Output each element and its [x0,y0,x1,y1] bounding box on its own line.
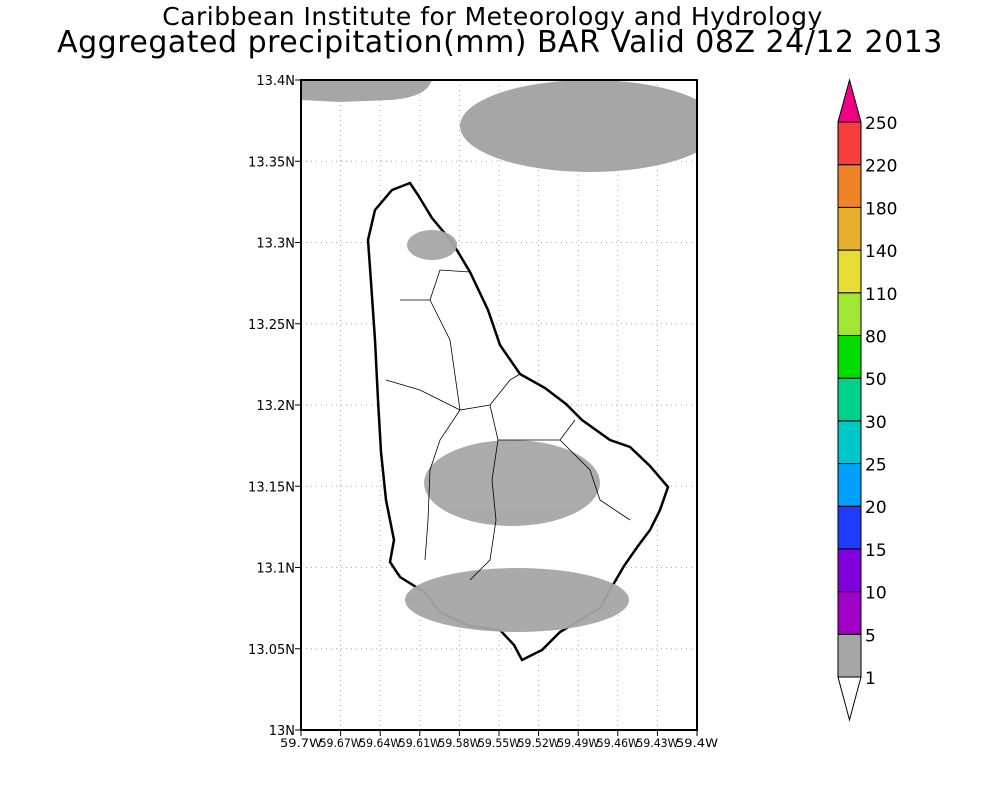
x-tick-label: 59.64W [359,736,401,750]
colorbar-segment [837,164,862,208]
colorbar-label: 15 [865,541,887,561]
precip-area-ne [460,80,697,172]
x-tick-label: 59.46W [597,736,639,750]
colorbar-segment [837,548,862,593]
y-tick-label: 13N [269,724,295,739]
x-tick-label: 59.4W [676,736,718,750]
colorbar-label: 250 [865,114,897,134]
colorbar-segment [837,121,862,166]
colorbar-label: 1 [865,669,876,689]
colorbar-segment [837,591,862,635]
chart-title: Caribbean Institute for Meteorology and … [162,2,823,31]
parish-boundaries [385,269,631,581]
precip-area-nw [301,80,432,102]
colorbar-label: 220 [865,157,897,177]
x-tick-label: 59.7W [280,736,322,750]
colorbar-label: 140 [865,242,897,262]
colorbar-label: 10 [865,584,887,604]
colorbar-segment [837,633,862,678]
y-tick-label: 13.2N [256,399,295,414]
y-tick-label: 13.4N [256,74,295,89]
island-outline [366,181,670,662]
x-tick-label: 59.49W [557,736,599,750]
x-tick-label: 59.55W [478,736,520,750]
precip-areas-island [405,230,629,632]
colorbar-segment [837,505,862,550]
y-tick-label: 13.35N [248,155,295,170]
precip-area-south [405,568,629,632]
y-axis: 13N 13.05N 13.1N 13.15N 13.2N 13.25N 13.3N 13.3… [248,74,301,739]
x-tick-label: 59.67W [320,736,362,750]
colorbar-segment [837,377,862,422]
precip-areas [301,80,697,172]
colorbar-label: 5 [865,626,876,646]
colorbar-label: 30 [865,413,887,433]
colorbar-segment [837,420,862,465]
colorbar-label: 20 [865,498,887,518]
x-tick-label: 59.61W [399,736,441,750]
y-tick-label: 13.15N [248,480,295,495]
x-axis: 59.7W59.67W59.64W59.61W59.58W59.55W59.52… [280,730,718,750]
precip-area-north [407,230,457,260]
y-tick-label: 13.3N [256,237,295,252]
colorbar-arrow-low [837,676,862,722]
colorbar-segment [837,334,862,379]
x-tick-label: 59.58W [438,736,480,750]
colorbar-segment [837,463,862,507]
y-tick-label: 13.25N [248,318,295,333]
colorbar-arrow-high [837,78,862,123]
x-tick-label: 59.52W [518,736,560,750]
colorbar-segment [837,206,862,251]
precip-area-central [424,440,600,526]
y-tick-label: 13.1N [256,562,295,577]
colorbar-segment [837,249,862,294]
colorbar-label: 50 [865,370,887,390]
colorbar-label: 110 [865,285,897,305]
y-tick-label: 13.05N [248,643,295,658]
x-tick-label: 59.43W [636,736,678,750]
colorbar-label: 80 [865,327,887,347]
colorbar-label: 180 [865,199,897,219]
colorbar-segment [837,292,862,336]
colorbar-label: 25 [865,456,887,476]
chart-subtitle: Aggregated precipitation(mm) BAR Valid 0… [57,25,943,60]
